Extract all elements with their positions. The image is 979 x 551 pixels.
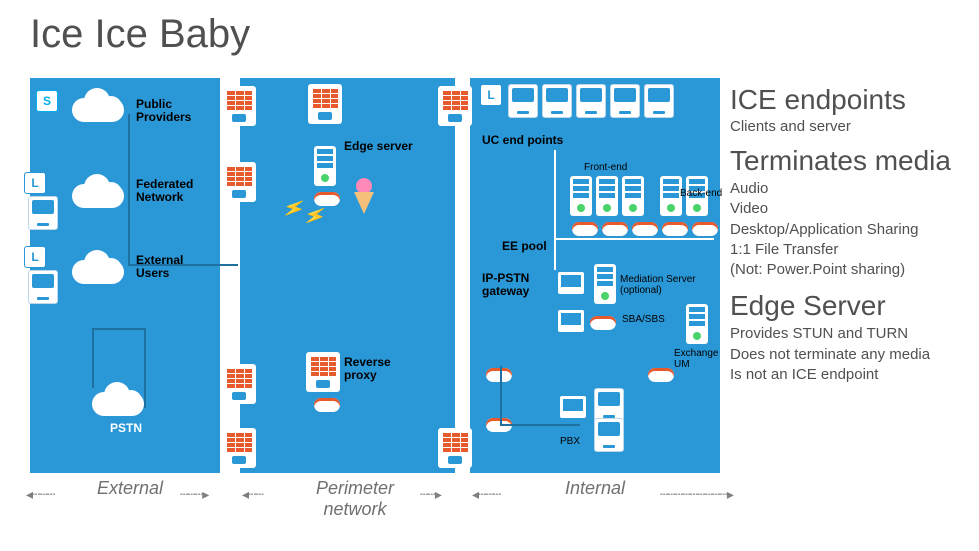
connector — [128, 264, 238, 266]
edge-item: Provides STUN and TURN — [730, 324, 979, 344]
skype-icon: S — [36, 90, 58, 112]
exchange-icon — [686, 304, 708, 344]
device-icon-2 — [28, 270, 58, 304]
firewall-icon — [438, 86, 472, 126]
connector — [144, 328, 146, 408]
device-icon-1 — [28, 196, 58, 230]
label-federated: Federated Network — [136, 178, 212, 204]
sub-ice: Clients and server — [730, 118, 979, 135]
pbx-icon — [560, 396, 586, 418]
disk-icon — [632, 222, 658, 236]
label-ip-pstn: IP-PSTN gateway — [482, 272, 542, 298]
cloud-external-users — [66, 246, 130, 286]
label-sba: SBA/SBS — [622, 314, 665, 325]
mediation-icon — [594, 264, 616, 304]
connector — [128, 114, 130, 264]
icecream-cone-icon — [354, 192, 374, 214]
disk-icon — [314, 192, 340, 206]
label-exchange: Exchange UM — [674, 348, 732, 370]
connector — [500, 424, 580, 426]
disk-icon — [590, 316, 616, 330]
arrow-icon: ◂┄┄┄ — [472, 486, 500, 503]
label-uc-endpoints: UC end points — [482, 134, 563, 147]
server-icon — [660, 176, 682, 216]
disk-icon — [692, 222, 718, 236]
media-item: 1:1 File Transfer — [730, 240, 979, 260]
slide-title: Ice Ice Baby — [0, 0, 979, 57]
media-item: (Not: Power.Point sharing) — [730, 260, 979, 280]
phone-icon — [594, 418, 624, 452]
label-pstn: PSTN — [110, 422, 142, 435]
label-ee-pool: EE pool — [502, 240, 547, 253]
lync-chip-2: L — [24, 246, 46, 268]
server-icon — [622, 176, 644, 216]
sba-icon — [558, 310, 584, 332]
connector — [92, 328, 94, 388]
firewall-icon — [222, 162, 256, 202]
disk-icon — [486, 368, 512, 382]
device-icon — [644, 84, 674, 118]
disk-icon — [572, 222, 598, 236]
edge-server-icon — [314, 146, 336, 186]
cloud-public — [66, 84, 130, 124]
label-public-providers: Public Providers — [136, 98, 212, 124]
label-reverse-proxy: Reverse proxy — [344, 356, 414, 382]
device-icon — [508, 84, 538, 118]
firewall-icon — [438, 428, 472, 468]
media-item: Desktop/Application Sharing — [730, 220, 979, 240]
arrow-icon: ┄┄┄▸ — [180, 486, 208, 503]
label-front-end: Front-end — [584, 162, 627, 173]
heading-edge-server: Edge Server — [730, 290, 979, 322]
device-icon — [542, 84, 572, 118]
cloud-federated — [66, 170, 130, 210]
phone-icon — [594, 388, 624, 422]
firewall-icon — [306, 352, 340, 392]
diagram-stage: S Public Providers L Federated Network L… — [30, 78, 950, 508]
firewall-icon — [222, 364, 256, 404]
heading-ice-endpoints: ICE endpoints — [730, 84, 979, 116]
arrow-icon: ┄┄▸ — [420, 486, 441, 503]
connector — [500, 366, 502, 426]
gateway-icon — [558, 272, 584, 294]
arrow-icon: ◂┄┄ — [242, 486, 263, 503]
media-item: Video — [730, 199, 979, 219]
edge-item: Is not an ICE endpoint — [730, 365, 979, 385]
media-list: Audio Video Desktop/Application Sharing … — [730, 179, 979, 280]
label-external-users: External Users — [136, 254, 212, 280]
connector — [554, 238, 714, 240]
zone-label-external: External — [80, 478, 180, 499]
label-back-end: Back-end — [680, 188, 722, 199]
disk-icon — [648, 368, 674, 382]
label-mediation: Mediation Server (optional) — [620, 274, 720, 296]
edge-item: Does not terminate any media — [730, 345, 979, 365]
disk-icon — [314, 398, 340, 412]
zone-label-internal: Internal — [535, 478, 655, 499]
firewall-icon — [222, 86, 256, 126]
arrow-icon: ◂┄┄┄ — [26, 486, 54, 503]
server-icon — [596, 176, 618, 216]
edge-list: Provides STUN and TURN Does not terminat… — [730, 324, 979, 385]
firewall-icon — [222, 428, 256, 468]
lync-chip-1: L — [24, 172, 46, 194]
label-edge-server: Edge server — [344, 140, 414, 153]
cloud-pstn — [86, 378, 150, 418]
label-pbx: PBX — [560, 436, 580, 447]
connector — [554, 150, 556, 270]
zone-perimeter — [240, 78, 455, 473]
firewall-icon — [308, 84, 342, 124]
heading-terminates: Terminates media — [730, 145, 979, 177]
device-icon — [610, 84, 640, 118]
arrow-icon: ┄┄┄┄┄┄┄┄┄▸ — [660, 486, 733, 503]
server-icon — [570, 176, 592, 216]
media-item: Audio — [730, 179, 979, 199]
connector — [92, 328, 146, 330]
phone-icon — [576, 84, 606, 118]
disk-icon — [602, 222, 628, 236]
zone-label-perimeter: Perimeter network — [295, 478, 415, 520]
disk-icon — [662, 222, 688, 236]
text-panel: ICE endpoints Clients and server Termina… — [730, 84, 979, 395]
lync-chip-int: L — [480, 84, 502, 106]
